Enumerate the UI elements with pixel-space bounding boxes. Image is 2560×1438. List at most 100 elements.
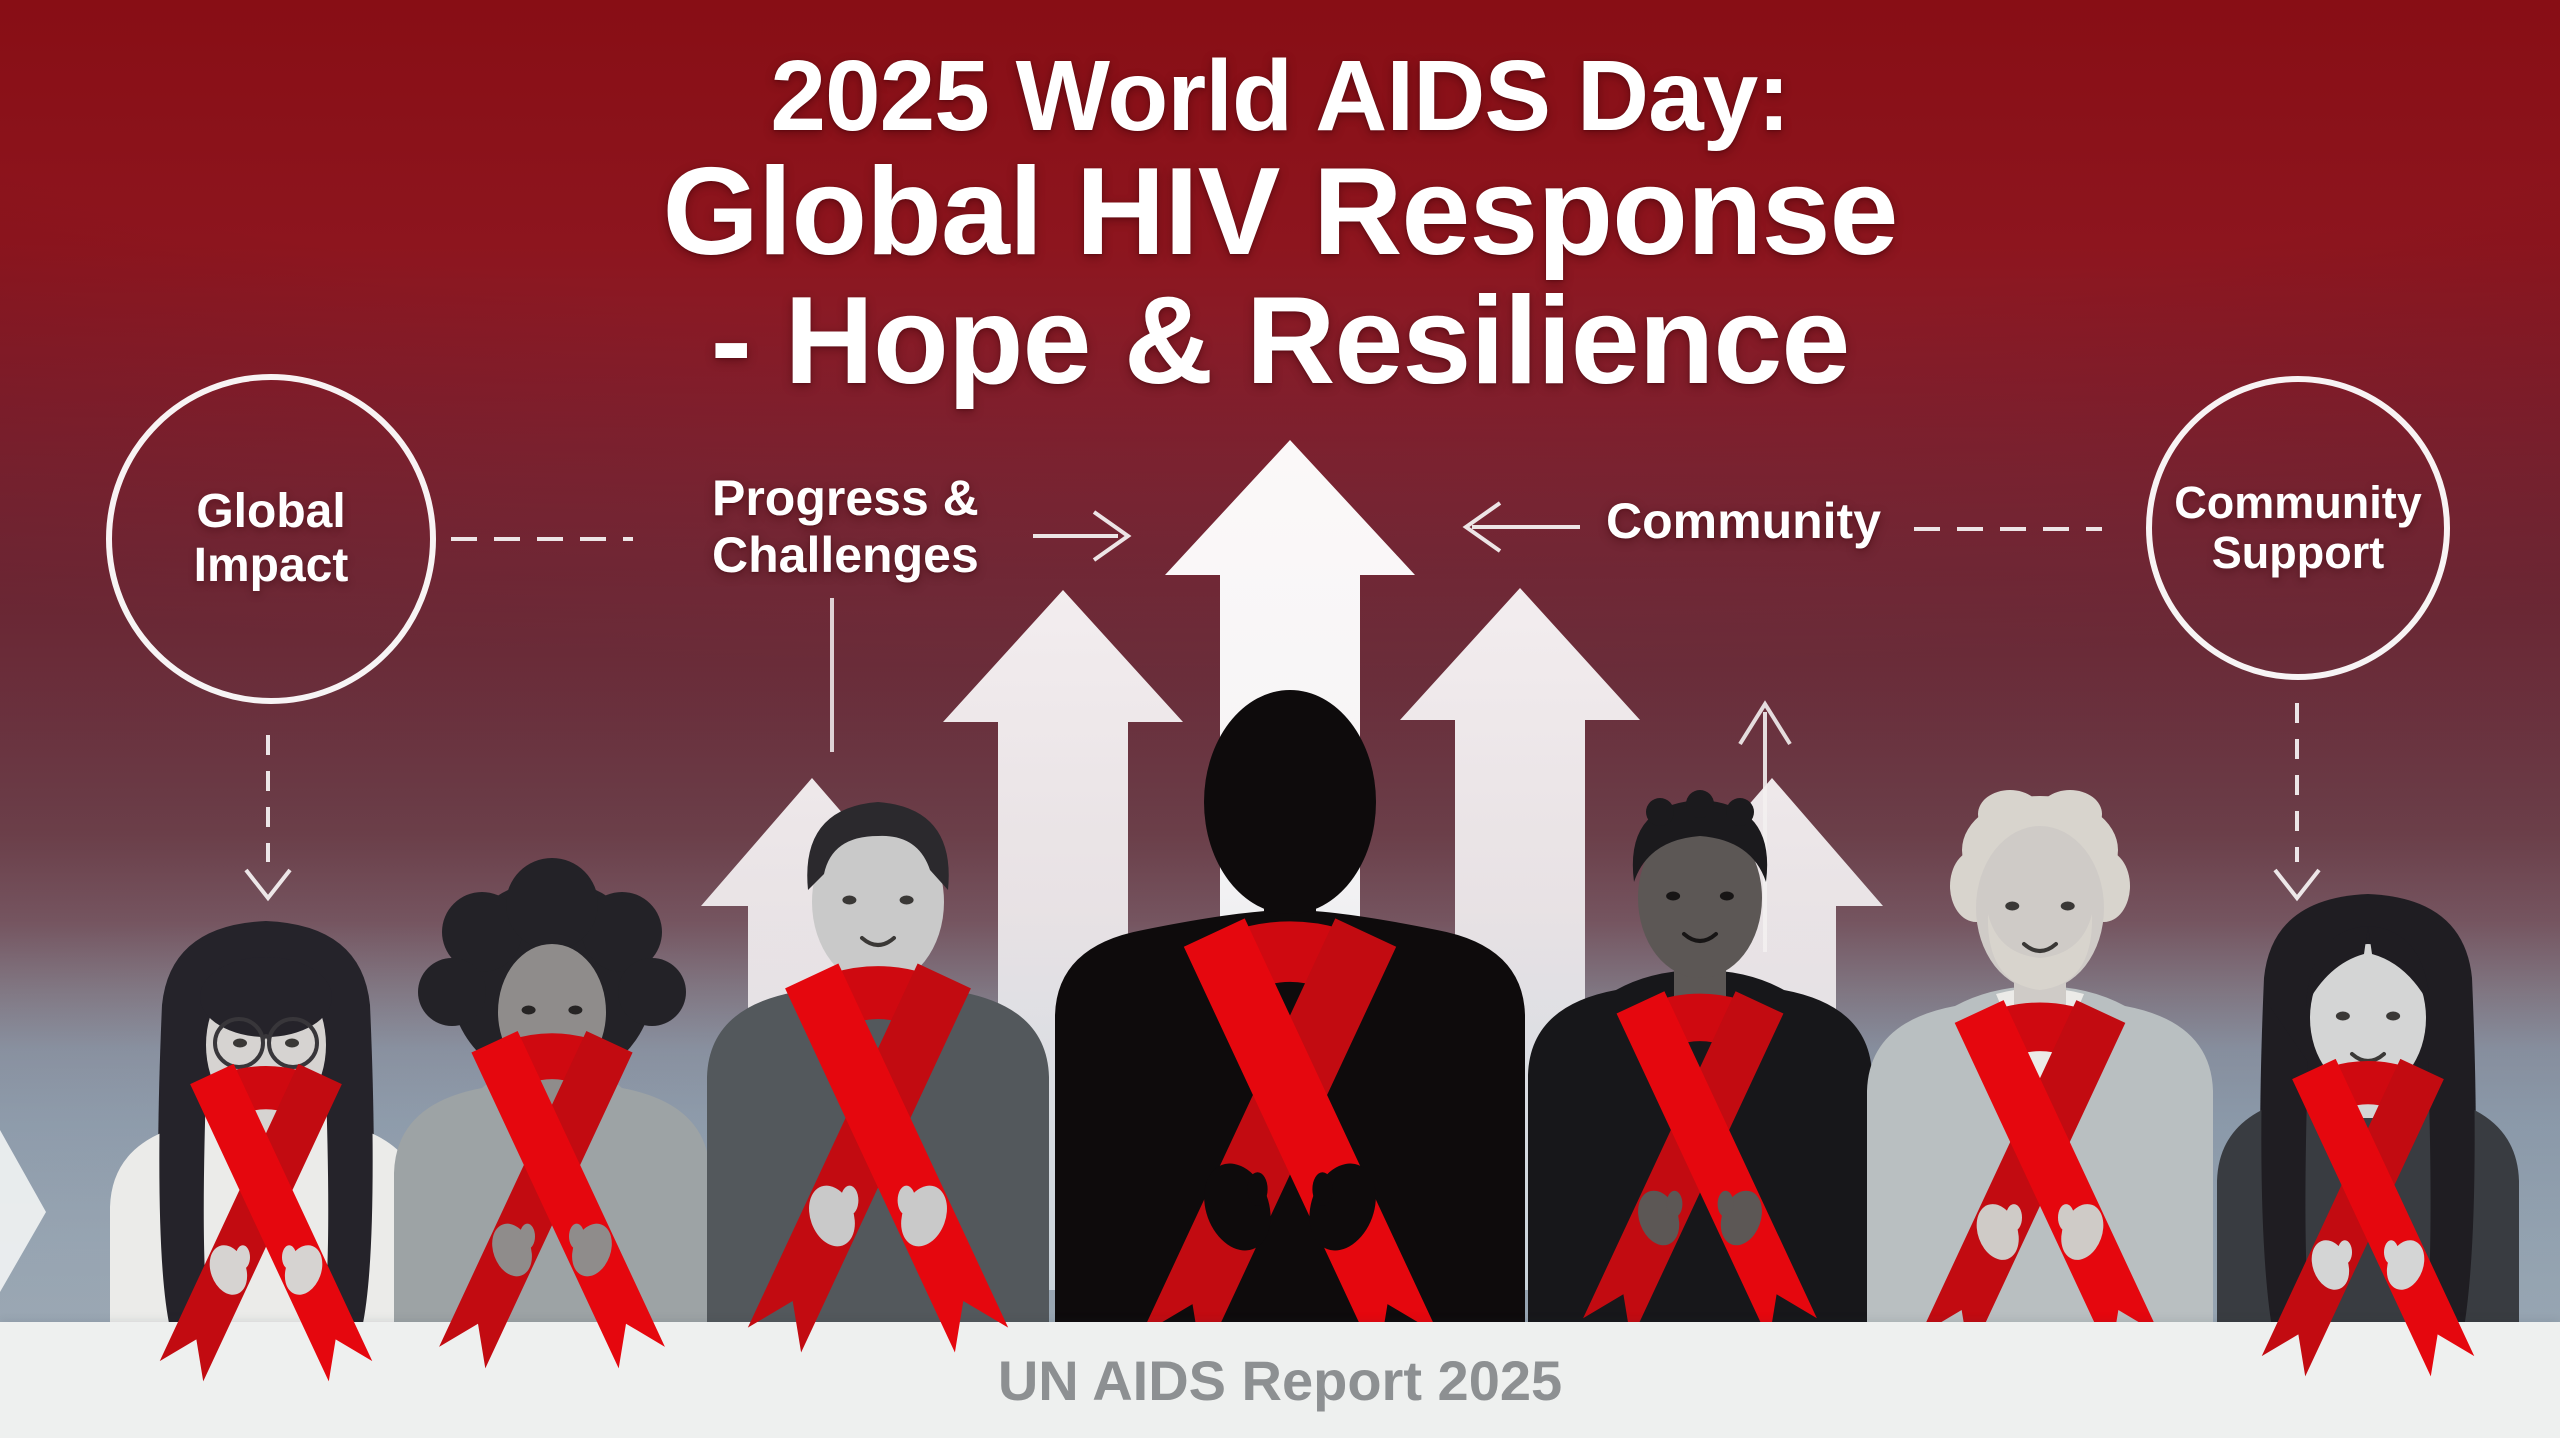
head <box>2310 944 2426 1092</box>
title-line-2: Global HIV Response <box>662 143 1898 281</box>
thumb <box>897 1185 916 1216</box>
hair-back <box>158 921 374 1332</box>
ribbon-band-over <box>1616 991 1817 1341</box>
ribbon-band-under <box>1141 918 1397 1363</box>
head <box>1976 826 2104 990</box>
smile <box>2350 1052 2386 1063</box>
community-label: Community <box>1606 493 1881 549</box>
person-7-young-woman-with <box>2217 894 2519 1338</box>
torso <box>707 972 1049 1338</box>
thumb <box>569 1223 585 1250</box>
banner-source-text: UN AIDS Report 2025 <box>997 1348 1563 1412</box>
smile <box>248 1079 284 1090</box>
smile <box>1682 932 1718 943</box>
torso <box>2217 1076 2519 1338</box>
silhouette-head <box>1204 690 1376 914</box>
thumb <box>840 1185 859 1216</box>
right-eye <box>1719 891 1734 901</box>
head <box>1638 818 1762 978</box>
right-eye <box>2060 901 2075 911</box>
head <box>498 944 606 1080</box>
left-hand <box>1976 1204 2019 1260</box>
bg-arrow-outer-right <box>1661 778 1883 1290</box>
neck <box>1264 886 1316 952</box>
bangs <box>200 957 332 1037</box>
global-impact-label-line2: Impact <box>193 539 349 592</box>
right-hand <box>572 1223 612 1277</box>
ribbon-band-over <box>1183 918 1439 1363</box>
afro-hair <box>418 858 686 1084</box>
neck <box>240 1095 292 1144</box>
ribbon-band-under <box>1583 991 1784 1341</box>
left-eye <box>233 1038 247 1048</box>
bg-arrow-mid-right <box>1400 588 1640 1290</box>
title-line-3: - Hope & Resilience <box>710 271 1851 410</box>
hair-strand-left <box>2261 998 2310 1328</box>
right-hand <box>2386 1240 2425 1290</box>
ribbon-band-over <box>471 1030 665 1369</box>
torso <box>110 1102 422 1338</box>
right-hand <box>2061 1204 2104 1260</box>
bg-arrow-center <box>1165 440 1415 1300</box>
red-ribbon <box>1141 918 1439 1363</box>
head <box>206 967 326 1123</box>
thumb <box>2058 1204 2075 1232</box>
thumb <box>1312 1172 1333 1206</box>
bg-arrow-mid-left <box>943 590 1183 1290</box>
page-title: 2025 World AIDS Day: Global HIV Response… <box>0 44 2560 406</box>
neck <box>1674 950 1726 1012</box>
ribbon-loop <box>787 966 969 1040</box>
smile <box>534 1046 570 1057</box>
hair-back <box>2260 894 2476 1332</box>
person-4-central-silhouette-figure <box>1055 690 1525 1338</box>
progress-challenges-label: Progress & Challenges <box>712 470 979 583</box>
bg-arrow-fragment-left-edge <box>0 1130 46 1292</box>
glasses <box>213 1017 319 1069</box>
hair-part-right <box>2368 926 2430 1006</box>
left-hand <box>492 1223 532 1277</box>
beard <box>1987 914 2093 990</box>
neck <box>2014 962 2066 1028</box>
bottom-banner: UN AIDS Report 2025 <box>0 1322 2560 1438</box>
torso <box>1528 970 1872 1338</box>
right-hand <box>1720 1190 1762 1246</box>
bg-arrow-outer-left <box>701 778 923 1290</box>
thumb <box>2384 1240 2399 1265</box>
red-ribbon <box>747 963 1009 1353</box>
dashed-down-arrow-left-head <box>244 868 292 902</box>
right-eye <box>2386 1011 2401 1021</box>
hair-strand-left <box>159 1025 210 1328</box>
red-ribbon <box>1920 1000 2160 1358</box>
right-eye <box>285 1038 299 1048</box>
ribbon-loop <box>192 1066 340 1126</box>
thumb <box>2337 1240 2352 1265</box>
shirt-placket <box>549 1084 555 1214</box>
inner-shirt <box>1996 988 2084 1098</box>
ribbon-loop <box>1619 993 1781 1060</box>
neck <box>526 1052 578 1110</box>
thin-up-arrow-head <box>1738 700 1792 746</box>
wavy-hair <box>1950 790 2130 922</box>
neck <box>2342 1064 2394 1118</box>
thumb <box>235 1245 250 1270</box>
ribbon-band-over <box>1954 1000 2160 1358</box>
thumb <box>282 1245 297 1270</box>
torso <box>394 1068 710 1338</box>
right-eye <box>568 1005 583 1015</box>
ribbon-loop <box>1186 921 1394 1006</box>
left-eye <box>842 895 857 905</box>
smile <box>860 936 896 947</box>
person-3-young-man-with <box>707 802 1049 1338</box>
left-eye <box>2335 1011 2350 1021</box>
ribbon-loop <box>473 1033 631 1097</box>
global-impact-node: Global Impact <box>106 374 436 704</box>
thumb <box>1247 1172 1268 1206</box>
red-ribbon <box>1583 991 1817 1341</box>
left-hand <box>809 1185 855 1247</box>
ribbon-band-under <box>1920 1000 2126 1358</box>
hair-strand-right <box>322 1025 373 1328</box>
ribbon-band-over <box>785 963 1009 1353</box>
ribbon-band-under <box>747 963 971 1353</box>
thumb <box>1666 1190 1683 1218</box>
